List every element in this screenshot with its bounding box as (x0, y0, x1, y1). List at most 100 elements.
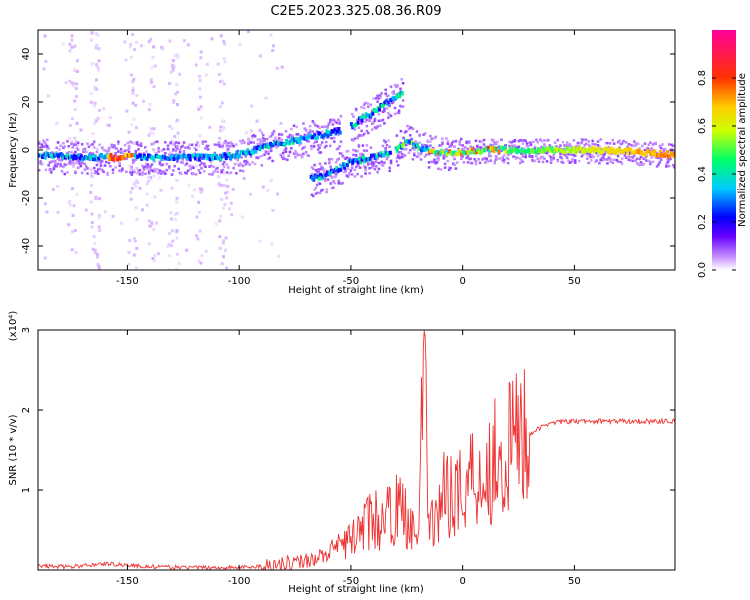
spectrogram-ridge-cell (625, 147, 629, 152)
spectrogram-halo (56, 157, 60, 160)
spectrogram-ridge-cell (215, 154, 219, 159)
spectrogram-halo (596, 144, 600, 147)
spectrogram-halo (549, 158, 553, 161)
spectrogram-noise (199, 190, 203, 194)
spectrogram-noise (220, 197, 224, 201)
spectrogram-halo (111, 168, 115, 171)
spectrogram-halo (451, 162, 455, 165)
spectrogram-halo (151, 142, 155, 146)
spectrogram-noise (197, 144, 201, 148)
spectrogram-ridge-cell (412, 142, 416, 147)
spectrogram-halo (117, 150, 120, 153)
spectrogram-noise (175, 179, 179, 183)
spectrogram-noise (147, 242, 151, 246)
spectrogram-halo (311, 130, 315, 133)
spectrogram-halo (145, 150, 148, 153)
spectrogram-noise (70, 187, 74, 191)
spectrogram-noise (134, 103, 138, 107)
spectrogram-halo (367, 160, 370, 164)
spectrogram-noise (43, 256, 47, 260)
spectrogram-noise (220, 79, 224, 83)
spectrogram-halo (415, 155, 419, 159)
spectrogram-noise (153, 195, 157, 199)
spectrogram-noise (169, 211, 173, 215)
spectrogram-halo (350, 166, 354, 170)
spectrogram-halo (587, 140, 590, 143)
spectrogram-halo (607, 156, 611, 159)
spectrogram-halo (586, 153, 589, 157)
spectrogram-noise (73, 108, 77, 112)
spectrogram-halo (453, 145, 456, 148)
spectrogram-ridge-cell (622, 150, 626, 155)
spectrogram-halo (434, 135, 438, 139)
spectrogram-halo (584, 138, 588, 141)
spectrogram-halo (338, 122, 341, 125)
spectrogram-ridge-cell (382, 153, 386, 158)
spectrogram-noise (182, 39, 186, 43)
spectrogram-ridge-cell (79, 154, 83, 159)
spectrogram-ridge-cell (223, 152, 227, 157)
spectrogram-halo (403, 131, 407, 134)
spectrogram-halo (74, 171, 77, 175)
spectrogram-halo (249, 141, 253, 144)
spectrogram-halo (461, 155, 464, 158)
spectrogram-halo (276, 144, 280, 148)
spectrogram-halo (551, 158, 554, 161)
spectrogram-noise (280, 65, 284, 69)
spectrogram-ridge-cell (513, 147, 517, 152)
spectrogram-halo (528, 141, 531, 144)
spectrogram-halo (182, 150, 186, 153)
spectrogram-ridge-cell (204, 153, 208, 158)
spectrogram-noise (89, 100, 93, 104)
spectrogram-noise (199, 261, 203, 265)
spectrogram-halo (261, 136, 265, 140)
spectrogram-noise (231, 187, 235, 191)
colorbar-tick-label: 0.4 (697, 166, 708, 182)
spectrogram-halo (667, 143, 671, 146)
spectrogram-halo (326, 178, 330, 181)
spectrogram-halo (79, 164, 83, 168)
spectrogram-noise (74, 140, 78, 144)
spectrogram-halo (352, 139, 355, 142)
spectrogram-halo (83, 162, 87, 166)
spectrogram-noise (171, 239, 175, 243)
spectrogram-halo (602, 158, 605, 161)
spectrogram-halo (591, 142, 594, 146)
spectrogram-halo (331, 118, 335, 122)
spectrogram-halo (51, 151, 54, 154)
spectrogram-noise (258, 54, 262, 58)
spectrogram-halo (302, 146, 305, 150)
spectrogram-halo (286, 135, 289, 139)
spectrogram-x-tick-label: -100 (228, 276, 251, 287)
spectrogram-halo (634, 143, 637, 146)
spectrogram-halo (344, 157, 347, 161)
spectrogram-halo (220, 169, 223, 172)
spectrogram-halo (469, 161, 472, 165)
spectrogram-halo (384, 149, 387, 152)
spectrogram-halo (443, 162, 447, 166)
spectrogram-halo (329, 174, 332, 177)
spectrogram-noise (217, 182, 221, 186)
spectrogram-halo (275, 146, 278, 149)
spectrogram-halo (247, 141, 250, 145)
snr-background (38, 330, 675, 570)
spectrogram-halo (437, 167, 440, 171)
spectrogram-halo (381, 144, 385, 148)
spectrogram-ridge-cell (113, 154, 117, 159)
spectrogram-noise (75, 121, 79, 125)
spectrogram-halo (387, 94, 390, 97)
spectrogram-halo (306, 139, 309, 143)
spectrogram-halo (435, 154, 439, 158)
spectrogram-halo (357, 164, 361, 168)
spectrogram-halo (304, 129, 308, 132)
spectrogram-halo (346, 175, 350, 178)
spectrogram-halo (650, 147, 653, 150)
spectrogram-halo (263, 139, 266, 143)
spectrogram-halo (302, 152, 305, 156)
spectrogram-halo (506, 153, 510, 157)
spectrogram-ridge-cell (571, 148, 575, 153)
spectrogram-halo (635, 142, 639, 145)
spectrogram-halo (294, 149, 297, 153)
spectrogram-halo (153, 141, 156, 144)
